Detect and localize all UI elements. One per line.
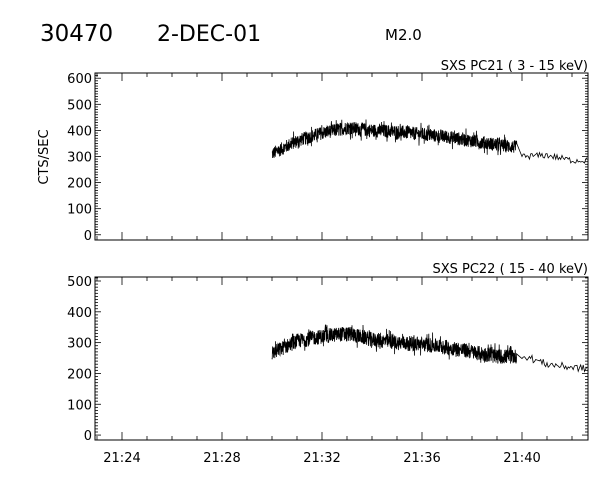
x-tick-label: 21:24 <box>103 451 140 466</box>
y-tick-label: 100 <box>67 398 92 413</box>
y-tick-label: 200 <box>67 177 92 192</box>
count-rate-series <box>271 119 588 164</box>
panel-pc21: 0 100 200 300 400 500 600 <box>67 72 589 244</box>
y-tick-label: 200 <box>67 367 92 382</box>
y-tick-label: 300 <box>67 337 92 352</box>
event-date: 2-DEC-01 <box>157 22 261 47</box>
y-tick-label: 400 <box>67 306 92 321</box>
panel1-title: SXS PC21 ( 3 - 15 keV) <box>441 59 588 74</box>
count-rate-series <box>271 324 588 373</box>
x-tick-label: 21:36 <box>403 451 440 466</box>
plot-frame <box>94 72 589 241</box>
y-tick-label: 0 <box>84 229 92 244</box>
event-id: 30470 <box>40 21 113 47</box>
flare-class: M2.0 <box>385 26 422 44</box>
y-tick-label: 600 <box>67 72 92 87</box>
panel-pc22: 0 100 200 300 400 500 21:24 21:28 21:32 21:36 21:4… <box>67 275 589 466</box>
y-tick-label: 500 <box>67 98 92 113</box>
y-tick-label: 100 <box>67 203 92 218</box>
y-tick-label: 500 <box>67 275 92 290</box>
x-tick-label: 21:32 <box>303 451 340 466</box>
plot-frame <box>94 276 589 441</box>
y-tick-label: 300 <box>67 151 92 166</box>
x-tick-label: 21:40 <box>503 451 540 466</box>
y-tick-label: 0 <box>84 429 92 444</box>
x-tick-label: 21:28 <box>203 451 240 466</box>
panel2-title: SXS PC22 ( 15 - 40 keV) <box>432 262 588 277</box>
y-axis-label: CTS/SEC <box>37 129 52 184</box>
y-tick-label: 400 <box>67 124 92 139</box>
